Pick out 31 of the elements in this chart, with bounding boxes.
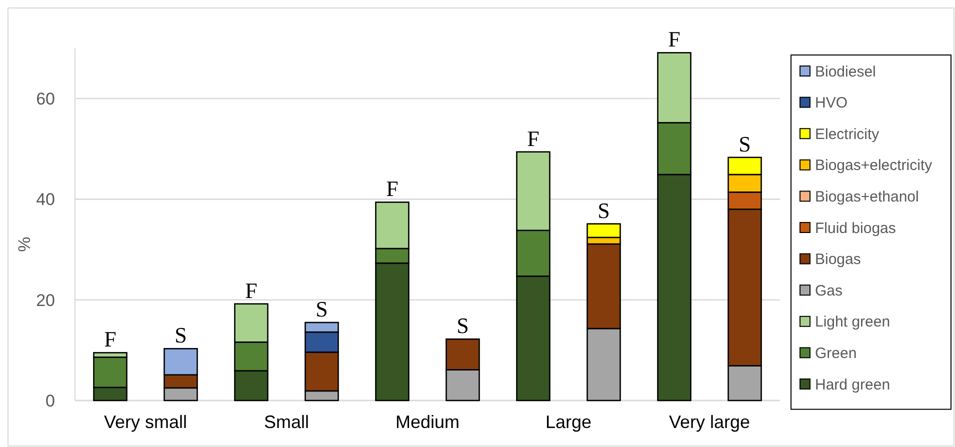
y-tick-label: 20 — [36, 290, 55, 310]
legend-label: Biogas — [815, 251, 861, 268]
x-tick-label: Very large — [668, 412, 750, 432]
total-label: F — [668, 26, 680, 52]
total-label: S — [174, 322, 187, 348]
total-label: S — [456, 313, 469, 338]
legend-label: Green — [815, 344, 857, 362]
legend-label: Gas — [815, 282, 843, 300]
total-label: F — [386, 176, 398, 202]
total-label: F — [245, 278, 258, 303]
x-tick-label: Medium — [395, 412, 460, 432]
y-tick-label: 0 — [46, 391, 55, 410]
legend-label: Hard green — [815, 376, 890, 394]
total-label: S — [316, 296, 328, 322]
y-tick-label: 60 — [36, 89, 55, 108]
legend-label: Fluid biogas — [815, 220, 896, 237]
total-label: F — [527, 126, 540, 151]
total-label: S — [598, 198, 610, 223]
legend-label: Biogas+electricity — [815, 157, 933, 174]
y-axis-title: % — [15, 236, 34, 252]
y-tick-label: 40 — [36, 190, 55, 210]
legend-label: Light green — [815, 314, 890, 331]
x-tick-label: Small — [264, 412, 310, 432]
total-label: F — [104, 326, 116, 352]
x-tick-label: Large — [545, 412, 592, 432]
legend-label: Electricity — [815, 126, 880, 143]
x-tick-label: Very small — [104, 412, 188, 432]
legend-label: Biogas+ethanol — [815, 188, 919, 206]
legend-label: HVO — [815, 94, 848, 112]
total-label: S — [738, 131, 751, 156]
legend-label: Biodiesel — [815, 63, 876, 80]
